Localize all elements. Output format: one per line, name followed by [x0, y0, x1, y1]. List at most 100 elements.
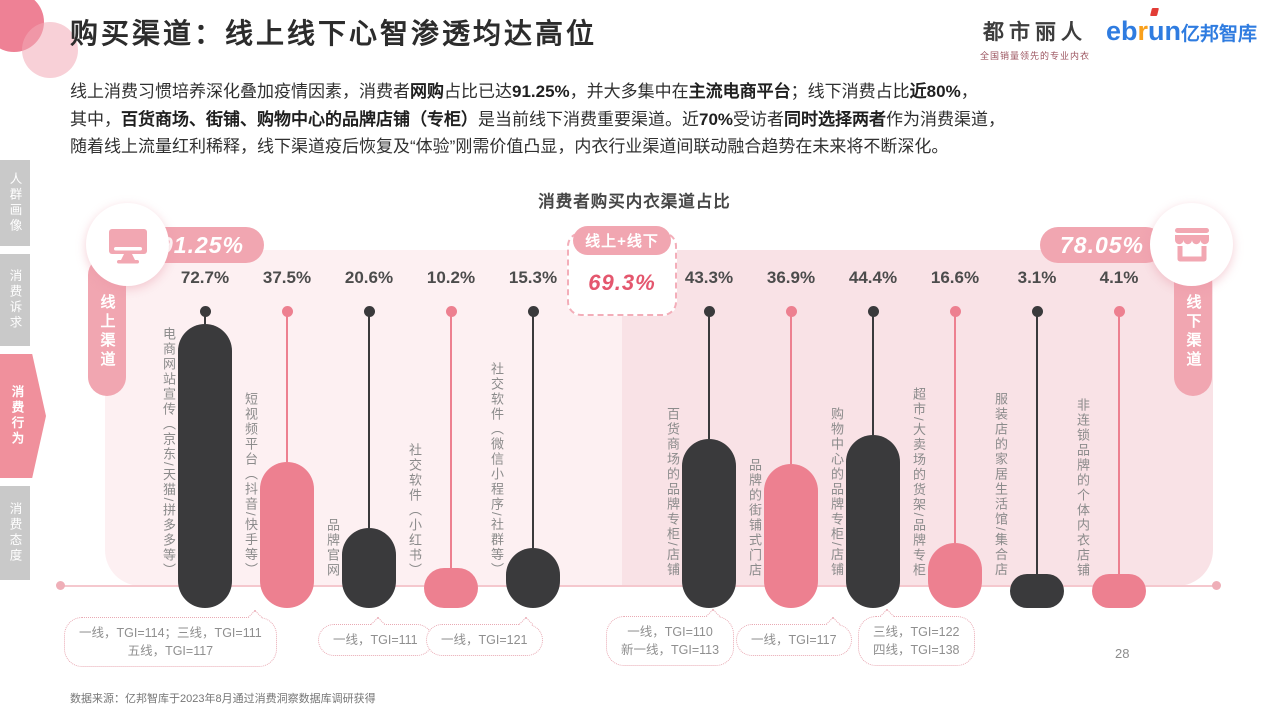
cosmo-lady-logo-name: 都市丽人 — [983, 21, 1087, 44]
bar-category-label: 百货商场的品牌专柜/店铺 — [665, 407, 680, 578]
bar-capsule — [682, 439, 736, 608]
cosmo-lady-logo: 都市丽人 全国销量领先的专业内衣 — [980, 16, 1090, 62]
combined-channel-callout: 线上+线下 69.3% — [567, 226, 677, 316]
bar-percent-label: 4.1% — [1099, 268, 1139, 287]
bar-percent-label: 43.3% — [684, 268, 734, 287]
bar-capsule — [506, 548, 560, 608]
bar-capsule — [424, 568, 478, 608]
bar-stem — [204, 312, 206, 325]
bar-percent-label: 16.6% — [930, 268, 980, 287]
bar-stem — [790, 312, 792, 465]
bar-category-label: 电商网站宣传（京东/天猫/拼多多等） — [161, 326, 176, 578]
bar-percent-label: 3.1% — [1017, 268, 1057, 287]
bar-stem — [708, 312, 710, 440]
bar-item: 20.6% 品牌官网 — [325, 268, 396, 608]
intro-line-2: 其中，百货商场、街铺、购物中心的品牌店铺（专柜）是当前线下消费重要渠道。近70%… — [70, 109, 1006, 129]
bar-capsule — [1010, 574, 1064, 608]
tgi-bubble-ecommerce: 一线，TGI=114；三线，TGI=111 五线，TGI=117 — [64, 609, 277, 667]
bar-item: 37.5% 短视频平台（抖音/快手等） — [243, 268, 314, 608]
tgi-bubble-supermarket: 三线，TGI=122 四线，TGI=138 — [858, 608, 975, 666]
bar-dot — [363, 306, 375, 317]
bar-dot — [867, 306, 879, 317]
bar-dot — [281, 306, 293, 317]
intro-paragraph: 线上消费习惯培养深化叠加疫情因素，消费者网购占比已达91.25%，并大多集中在主… — [70, 78, 1210, 161]
bar-capsule — [342, 527, 396, 608]
combined-channel-value: 69.3% — [588, 270, 656, 295]
bar-item: 43.3% 百货商场的品牌专柜/店铺 — [665, 268, 736, 608]
bar-stem — [286, 312, 288, 462]
bar-percent-label: 10.2% — [426, 268, 476, 287]
bar-stem — [954, 312, 956, 544]
bar-percent-label: 15.3% — [508, 268, 558, 287]
bar-item: 4.1% 非连锁品牌的个体内衣店铺 — [1075, 268, 1146, 608]
bar-stem — [450, 312, 452, 569]
intro-line-3: 随着线上流量红利稀释，线下渠道疫后恢复及“体验”刚需价值凸显，内衣行业渠道间联动… — [70, 137, 949, 156]
axis-end-dot-left — [56, 581, 65, 590]
bar-dot — [1031, 306, 1043, 317]
tgi-bubble-brand-site: 一线，TGI=111 — [318, 616, 433, 656]
bar-category-label: 社交软件（微信小程序/社群等） — [489, 362, 504, 578]
page-title: 购买渠道：线上线下心智渗透均达高位 — [70, 18, 598, 49]
bar-dot — [703, 306, 715, 317]
axis-end-dot-right — [1212, 581, 1221, 590]
bar-stem — [1036, 312, 1038, 574]
ebrun-logo: ebrun亿邦智库 — [1106, 16, 1258, 46]
offline-total-badge: 78.05% — [1040, 227, 1165, 263]
bar-category-label: 品牌官网 — [325, 518, 340, 578]
bar-capsule — [764, 464, 818, 608]
corner-decoration-circle-light — [22, 22, 78, 78]
bar-percent-label: 37.5% — [262, 268, 312, 287]
bar-dot — [199, 306, 211, 317]
tgi-bubble-mall: 一线，TGI=117 — [736, 616, 852, 656]
bar-category-label: 购物中心的品牌专柜/店铺 — [829, 407, 844, 578]
bar-capsule — [928, 543, 982, 608]
data-source-note: 数据来源：亿邦智库于2023年8月通过消费洞察数据库调研获得 — [70, 693, 376, 705]
page-number: 28 — [1115, 646, 1130, 661]
sidebar-tab-xiaofei-suqiu[interactable]: 消费诉求 — [0, 254, 30, 346]
storefront-icon — [1174, 227, 1209, 261]
bar-item: 36.9% 品牌的街铺式门店 — [747, 268, 818, 608]
sidebar-tab-xiaofei-taidu[interactable]: 消费态度 — [0, 486, 30, 580]
bar-capsule — [260, 461, 314, 608]
bar-category-label: 非连锁品牌的个体内衣店铺 — [1075, 398, 1090, 578]
ebrun-logo-cn: 亿邦智库 — [1181, 24, 1258, 45]
bar-item: 15.3% 社交软件（微信小程序/社群等） — [489, 268, 560, 608]
bar-category-label: 品牌的街铺式门店 — [747, 458, 762, 578]
tgi-bubble-department-store: 一线，TGI=110 新一线，TGI=113 — [606, 608, 735, 666]
bar-capsule — [178, 324, 232, 608]
bar-dot — [1113, 306, 1125, 317]
monitor-icon — [108, 228, 147, 263]
bar-item: 10.2% 社交软件（小红书） — [407, 268, 478, 608]
bar-percent-label: 36.9% — [766, 268, 816, 287]
bar-item: 16.6% 超市/大卖场的货架/品牌专柜 — [911, 268, 982, 608]
bar-dot — [785, 306, 797, 317]
bar-percent-label: 72.7% — [180, 268, 230, 287]
bar-item: 72.7% 电商网站宣传（京东/天猫/拼多多等） — [161, 268, 232, 608]
bar-percent-label: 44.4% — [848, 268, 898, 287]
chart-title: 消费者购买内衣渠道占比 — [538, 193, 731, 211]
baseline-axis — [62, 585, 1218, 587]
bar-dot — [445, 306, 457, 317]
intro-line-1: 线上消费习惯培养深化叠加疫情因素，消费者网购占比已达91.25%，并大多集中在主… — [70, 82, 978, 101]
cosmo-lady-logo-tagline: 全国销量领先的专业内衣 — [980, 51, 1091, 61]
bar-item: 44.4% 购物中心的品牌专柜/店铺 — [829, 268, 900, 608]
bar-stem — [368, 312, 370, 528]
bar-category-label: 服装店的家居生活馆/集合店 — [993, 392, 1008, 578]
combined-channel-tag: 线上+线下 — [573, 226, 671, 255]
bar-item: 3.1% 服装店的家居生活馆/集合店 — [993, 268, 1064, 608]
bar-stem — [532, 312, 534, 549]
bar-dot — [527, 306, 539, 317]
offline-icon-circle — [1150, 203, 1233, 286]
bar-stem — [872, 312, 874, 435]
bar-dot — [949, 306, 961, 317]
bar-capsule — [1092, 574, 1146, 608]
bar-percent-label: 20.6% — [344, 268, 394, 287]
bar-category-label: 社交软件（小红书） — [407, 443, 422, 578]
bar-stem — [1118, 312, 1120, 574]
tgi-bubble-social: 一线，TGI=121 — [426, 616, 543, 656]
bar-capsule — [846, 434, 900, 608]
sidebar-tab-renqun-huaxiang[interactable]: 人群画像 — [0, 160, 30, 246]
bar-category-label: 超市/大卖场的货架/品牌专柜 — [911, 386, 926, 578]
bar-category-label: 短视频平台（抖音/快手等） — [243, 392, 258, 578]
